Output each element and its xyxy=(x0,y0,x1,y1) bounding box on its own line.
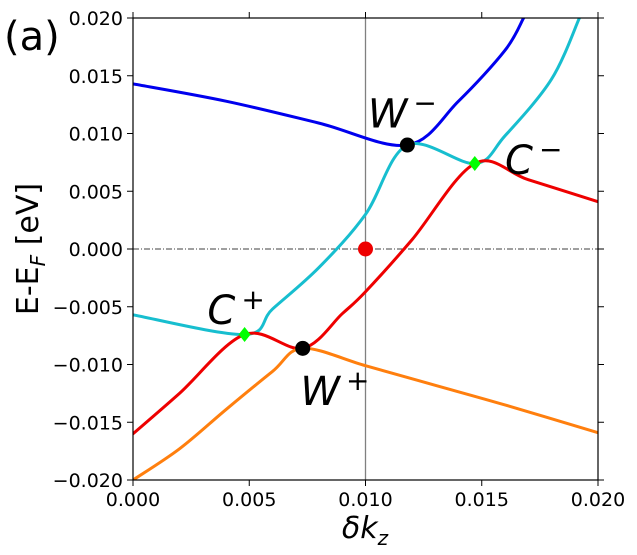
y-tick-label: −0.020 xyxy=(53,470,123,492)
weyl-point-marker xyxy=(295,340,311,356)
crossing-markers xyxy=(238,137,481,356)
band-line xyxy=(133,346,598,480)
y-axis-label-sub: F xyxy=(26,254,50,266)
y-tick-label: 0.000 xyxy=(69,239,123,261)
annotation-label: C − xyxy=(505,133,562,184)
x-axis-label: δkz xyxy=(342,511,389,550)
x-tick-label: 0.015 xyxy=(455,489,509,511)
band-line xyxy=(133,18,526,148)
y-tick-label: 0.010 xyxy=(69,124,123,146)
crossing-diamond-marker xyxy=(468,156,481,172)
annotation-label: W + xyxy=(300,364,369,415)
panel-label: (a) xyxy=(4,14,60,60)
y-axis-label-unit: [eV] xyxy=(11,183,46,255)
x-axis-label-sub: z xyxy=(377,526,389,550)
center-point-marker xyxy=(358,241,373,257)
band-line xyxy=(133,159,598,436)
annotation-label: W − xyxy=(368,87,437,138)
y-axis-label-main: E-E xyxy=(11,266,46,315)
y-axis-ticks: −0.020 −0.015 −0.010 −0.005 0.000 0.005 0.010 0… xyxy=(53,8,604,492)
y-tick-label: 0.015 xyxy=(69,66,123,88)
x-axis-ticks: 0.000 0.005 0.010 0.015 0.020 xyxy=(106,12,625,511)
weyl-point-marker xyxy=(399,137,415,153)
y-tick-label: −0.015 xyxy=(53,412,123,434)
annotations: W − C − C + W + xyxy=(207,87,562,415)
x-tick-label: 0.005 xyxy=(222,489,276,511)
y-axis-label: E-EF [eV] xyxy=(11,183,50,315)
band-line xyxy=(133,18,581,336)
x-tick-label: 0.000 xyxy=(106,489,160,511)
x-axis-label-main: δk xyxy=(342,511,379,546)
y-tick-label: −0.010 xyxy=(53,355,123,377)
x-tick-label: 0.020 xyxy=(571,489,625,511)
x-tick-label: 0.010 xyxy=(338,489,392,511)
crossing-diamond-marker xyxy=(238,326,251,342)
annotation-label: C + xyxy=(207,283,264,334)
y-tick-label: −0.005 xyxy=(53,297,123,319)
y-tick-label: 0.005 xyxy=(69,181,123,203)
y-tick-label: 0.020 xyxy=(69,8,123,30)
